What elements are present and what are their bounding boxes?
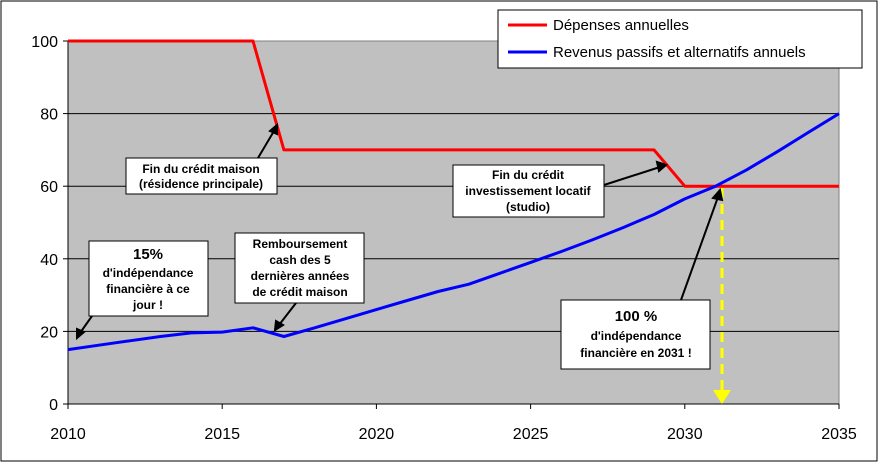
x-tick-labels: 2010 2015 2020 2025 2030 2035: [50, 426, 857, 443]
legend: Dépenses annuelles Revenus passifs et al…: [497, 9, 863, 69]
arrowhead-15pct: [76, 327, 86, 341]
arrowhead-remboursement: [273, 319, 285, 332]
annotation-credit-locatif: Fin du crédit investissement locatif (st…: [452, 164, 605, 218]
y-tick-label: 0: [49, 397, 58, 414]
x-tick-label: 2030: [667, 426, 703, 443]
annotation-line: financière à ce: [106, 282, 190, 296]
annotation-line: dernières années: [251, 269, 350, 283]
annotation-line: de crédit maison: [252, 285, 347, 299]
arrow-credit-locatif: [603, 166, 661, 186]
arrowhead-100pct: [711, 187, 724, 202]
x-tick-label: 2015: [204, 426, 240, 443]
annotation-line: financière en 2031 !: [580, 346, 691, 360]
annotation-highlight: 15%: [133, 246, 163, 263]
annotation-line: jour !: [132, 298, 163, 312]
annotation-line: (résidence principale): [139, 177, 263, 191]
series-line-revenus: [67, 112, 840, 352]
axis-ticks: [63, 40, 840, 409]
annotation-line: cash des 5: [269, 253, 331, 267]
annotation-line: investissement locatif: [465, 184, 591, 198]
annotation-highlight: 100 %: [615, 308, 658, 325]
arrow-credit-maison: [257, 130, 275, 159]
y-tick-label: 100: [31, 34, 58, 51]
annotation-line: Fin du crédit: [492, 168, 564, 182]
annotation-line: (studio): [506, 200, 550, 214]
annotation-line: d'indépendance: [591, 329, 682, 343]
x-tick-label: 2025: [513, 426, 549, 443]
annotation-100pct: 100 % d'indépendance financière en 2031 …: [560, 299, 711, 370]
annotation-arrows: [76, 122, 724, 341]
arrowhead-credit-maison: [268, 122, 278, 136]
annotation-line: Remboursement: [253, 237, 348, 251]
annotation-line: Fin du crédit maison: [142, 162, 259, 176]
annotation-remboursement: Remboursement cash des 5 dernières année…: [234, 232, 365, 304]
legend-label: Dépenses annuelles: [553, 17, 689, 34]
arrowhead-credit-locatif: [655, 160, 668, 173]
y-tick-labels: 0 20 40 60 80 100: [31, 34, 58, 414]
y-tick-label: 40: [40, 252, 58, 269]
y-tick-label: 60: [40, 179, 58, 196]
annotation-credit-maison: Fin du crédit maison (résidence principa…: [125, 157, 278, 195]
legend-label: Revenus passifs et alternatifs annuels: [553, 44, 806, 61]
arrow-100pct: [680, 196, 719, 301]
x-tick-label: 2010: [50, 426, 86, 443]
annotation-line: d'indépendance: [103, 266, 194, 280]
x-tick-label: 2035: [821, 426, 857, 443]
marker-arrowhead: [713, 390, 731, 404]
x-tick-label: 2020: [359, 426, 395, 443]
series-line-depenses: [68, 39, 839, 188]
series-layer: [67, 39, 840, 352]
y-tick-label: 20: [40, 324, 58, 341]
y-tick-label: 80: [40, 107, 58, 124]
arrow-remboursement: [278, 302, 297, 326]
annotation-15pct: 15% d'indépendance financière à ce jour …: [88, 240, 209, 317]
